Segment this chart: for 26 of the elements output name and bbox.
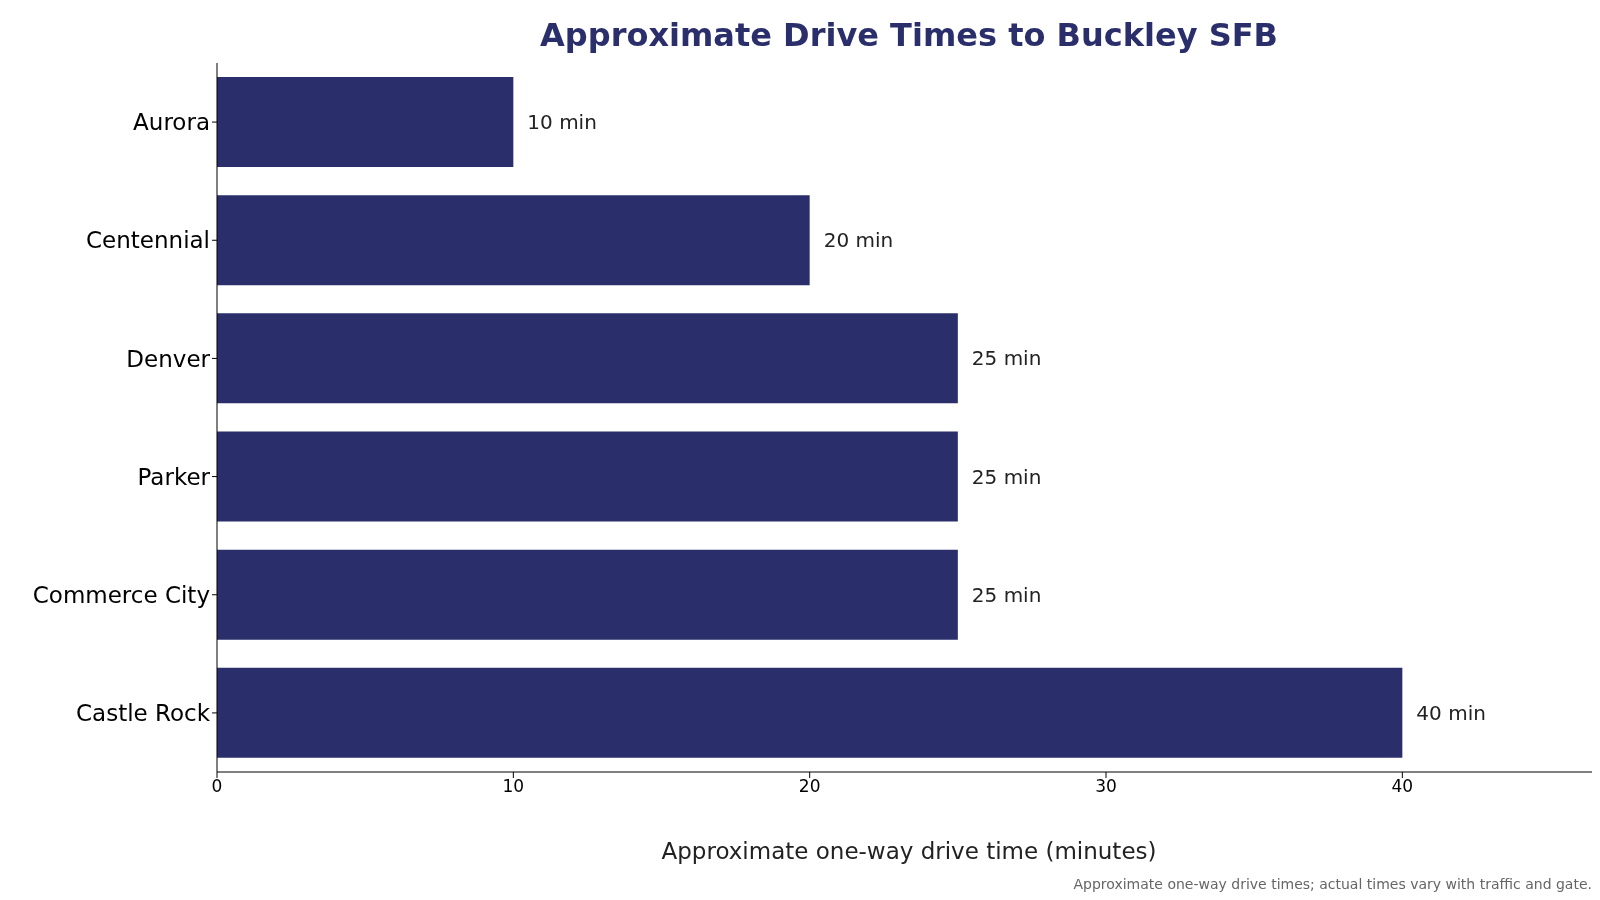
x-tick-label: 20 [798,776,821,797]
y-tick-label: Parker [137,463,211,490]
bar [217,195,810,286]
y-tick-label: Centennial [86,227,210,254]
y-tick-label: Aurora [133,109,210,136]
y-tick-label: Castle Rock [76,700,211,727]
chart-title: Approximate Drive Times to Buckley SFB [539,16,1279,54]
data-label: 10 min [527,110,597,135]
bar [217,431,958,522]
x-tick-label: 30 [1095,776,1117,797]
data-label: 25 min [971,346,1042,371]
data-label: 25 min [971,582,1042,607]
y-tick-label: Denver [126,345,211,372]
x-axis-title: Approximate one-way drive time (minutes) [660,838,1158,864]
bar [217,77,514,167]
text: Approximate one-way drive times; actual times vary with traffic and gate. [1073,876,1592,892]
y-tick-label: Commerce City [32,581,210,608]
data-label: 40 min [1416,700,1486,725]
data-label: 25 min [971,464,1042,489]
x-tick-label: 40 [1391,776,1414,797]
bar [217,313,958,404]
bar [217,667,1403,758]
data-label: 20 min [823,228,894,253]
x-tick-label: 0 [211,776,223,797]
bar [217,549,958,640]
x-tick-label: 10 [502,776,525,797]
